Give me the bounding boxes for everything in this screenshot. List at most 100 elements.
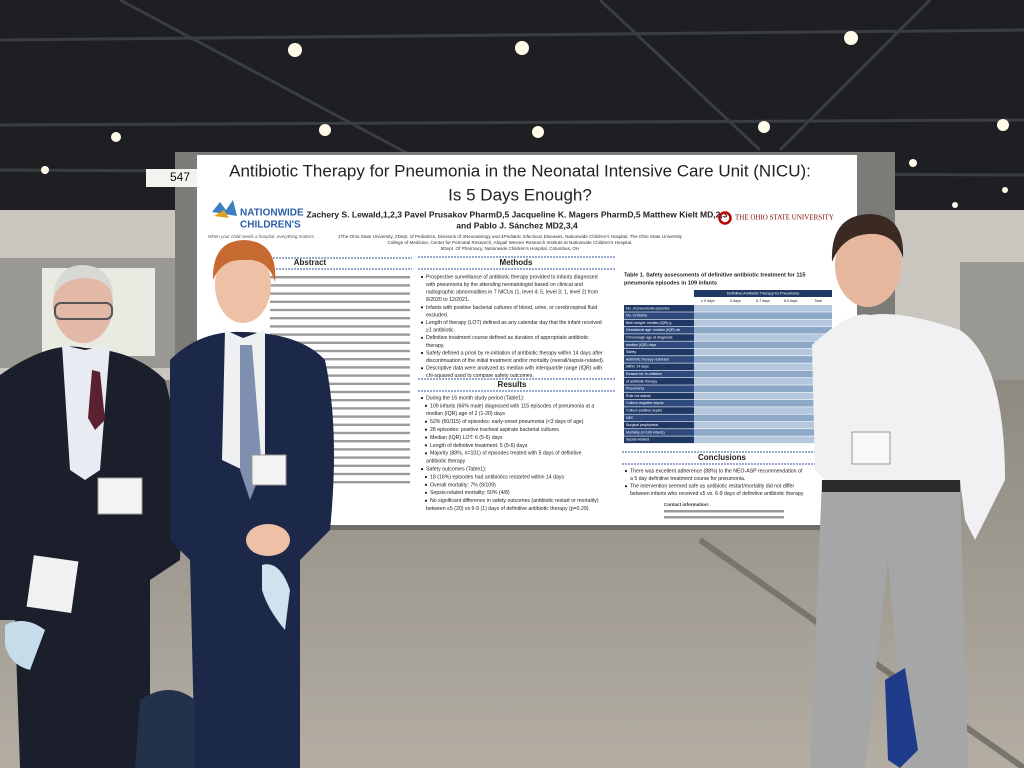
hair (831, 214, 904, 262)
body-line: Sepsis-related mortality: 50% (4/8) (430, 490, 510, 496)
text-line (270, 390, 410, 394)
table-row-bg (624, 414, 694, 422)
table-row-label: Birth weight: median (IQR) g (626, 321, 671, 325)
table-cells-bg (694, 436, 832, 444)
body-line: Overall mortality: 7% (8/109) (430, 482, 496, 488)
body-line: Definitive treatment course defined as d… (426, 335, 589, 341)
poster-title: Antibiotic Therapy for Pneumonia in the … (229, 161, 811, 180)
head (53, 267, 113, 343)
mask (5, 621, 45, 670)
table-cells-bg (694, 378, 832, 385)
affiliation: 1The Ohio State University, 2Dept. of Pe… (338, 234, 683, 239)
bullet (424, 499, 428, 502)
bullet (420, 336, 424, 339)
table-column: 6-7 days (756, 299, 770, 303)
text-line (270, 333, 410, 336)
table-row-label: Chronologic age at diagnosis: (626, 336, 673, 340)
text-line (270, 399, 410, 402)
table-row-bg (624, 341, 694, 349)
text-line (270, 407, 410, 410)
logo-text: THE OHIO STATE UNIVERSITY (735, 214, 834, 222)
logo-tagline: When your child needs a hospital, everyt… (208, 234, 315, 239)
bag (135, 690, 195, 768)
body-line: No significant difference in safety outc… (430, 498, 599, 504)
text-line (270, 456, 410, 459)
bullet (424, 444, 428, 447)
body-line: Safety outcomes (Table1): (426, 466, 486, 472)
body-line: 28 episodes: positive tracheal aspirate … (430, 427, 559, 433)
body-line: antibiotic therapy (426, 459, 466, 465)
body-line: Median (IQR) LOT: 6 (5-6) days (430, 435, 503, 441)
ceiling-lights (41, 31, 1009, 208)
badge (251, 454, 287, 486)
contact-lines (664, 510, 784, 519)
osu-logo: THE OHIO STATE UNIVERSITY (718, 211, 834, 225)
person-middle (135, 240, 334, 768)
text-line (270, 481, 410, 484)
text-line (270, 300, 410, 303)
table-caption: Table 1. Safety assessments of definitiv… (624, 272, 805, 278)
conclusions-body: There was excellent adherence (88%) to t… (624, 468, 804, 497)
text-line (270, 325, 410, 328)
body-line: with pneumonia by the attending neonatol… (426, 282, 583, 288)
table-row-label: Rule out sepsis (626, 394, 651, 398)
bullet (420, 306, 424, 309)
text-line (270, 276, 410, 279)
bullet (424, 483, 428, 486)
section-heading: Results (498, 380, 527, 389)
table-row-bg (624, 326, 694, 334)
bullet (424, 475, 428, 479)
bullet (424, 420, 428, 423)
bullet (624, 485, 628, 488)
contact-label: Contact information: (664, 502, 710, 507)
table-cells-bg (694, 312, 832, 319)
table-cells-bg (694, 356, 832, 363)
table-cells-bg (694, 399, 832, 407)
section-heading: Abstract (294, 258, 327, 267)
table-row-label: Safety (626, 350, 636, 354)
table-row-bg (624, 429, 694, 436)
body-line: excluded. (426, 312, 448, 318)
table-row-label: Gestational age: median (IQR) wk (626, 328, 680, 332)
table-row-bg (624, 356, 694, 363)
table-row-label: within 14 days (626, 365, 649, 369)
logo-mark (718, 211, 732, 225)
table-cells-bg (694, 370, 832, 378)
head (835, 223, 901, 307)
shirt (812, 314, 1005, 540)
table-row-bg (624, 421, 694, 429)
body-line: between ≤5 (20) vs 6-9 (1) days of defin… (426, 506, 590, 512)
text-line (270, 349, 410, 353)
text-line (270, 431, 410, 435)
logo-mark (214, 210, 229, 218)
bullet (424, 428, 428, 431)
poster-authors: and Pablo J. Sánchez MD2,3,4 (456, 220, 578, 230)
text-line (270, 415, 410, 418)
body-line: During the 16 month study period (Table1… (426, 395, 524, 401)
text-line (270, 448, 410, 451)
poster-title: Is 5 Days Enough? (448, 185, 592, 204)
booth-number: 547 (170, 170, 190, 184)
booth-sign (146, 169, 198, 187)
table-column: Total (814, 299, 822, 303)
table-row-label: Reason for re-initiation (626, 372, 662, 376)
text-line (270, 472, 410, 476)
table-row-label: Surgical prophylaxis (626, 423, 658, 427)
bullet (424, 404, 428, 407)
papers (26, 555, 79, 613)
table-cells-bg (694, 392, 832, 400)
text-line (270, 358, 410, 361)
badge (97, 477, 143, 515)
body-line: Length of definitive treatment: 5 (5-6) … (430, 443, 528, 449)
body-line: The intervention seemed safe as antibiot… (630, 484, 795, 490)
bullet (424, 491, 428, 494)
belt (822, 480, 960, 492)
body-line: between infants who received ≤5 vs. 6-9 … (630, 491, 804, 497)
table-row-bg (624, 334, 694, 341)
table-cells-bg (694, 429, 832, 436)
nationwide-logo: NATIONWIDE CHILDREN'S When your child ne… (208, 200, 315, 239)
bullet (420, 351, 424, 355)
body-line: radiographic abnormalities in 7 NICUs (1… (426, 290, 598, 296)
logo-text: NATIONWIDE (240, 208, 304, 219)
